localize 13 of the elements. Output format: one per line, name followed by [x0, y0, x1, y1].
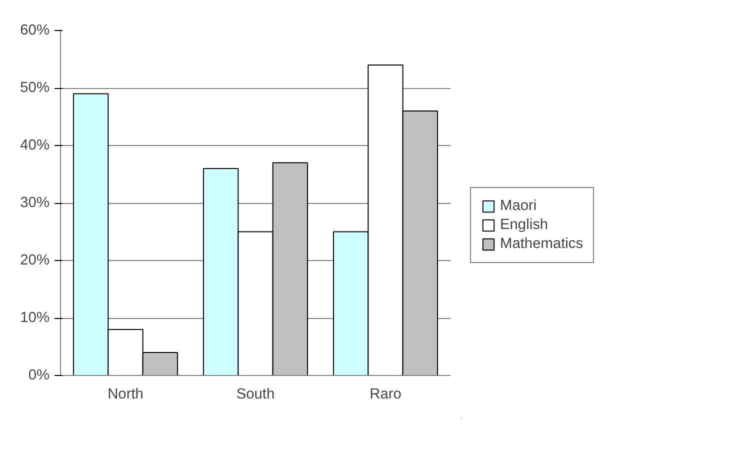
y-tick-label: 0%	[28, 368, 50, 384]
x-tick-label: Raro	[370, 386, 402, 402]
y-tick-label: 10%	[20, 310, 50, 326]
legend-label: Maori	[500, 198, 537, 214]
y-tick-label: 30%	[20, 195, 50, 211]
x-tick-label: North	[108, 386, 144, 402]
x-tick-label: South	[236, 386, 275, 402]
y-tick-label: 40%	[20, 138, 50, 154]
y-tick-label: 60%	[20, 22, 50, 38]
legend-label: English	[500, 216, 548, 232]
y-tick-label: 50%	[20, 80, 50, 96]
legend-label: Mathematics	[500, 236, 584, 252]
y-tick-label: 20%	[20, 252, 50, 268]
